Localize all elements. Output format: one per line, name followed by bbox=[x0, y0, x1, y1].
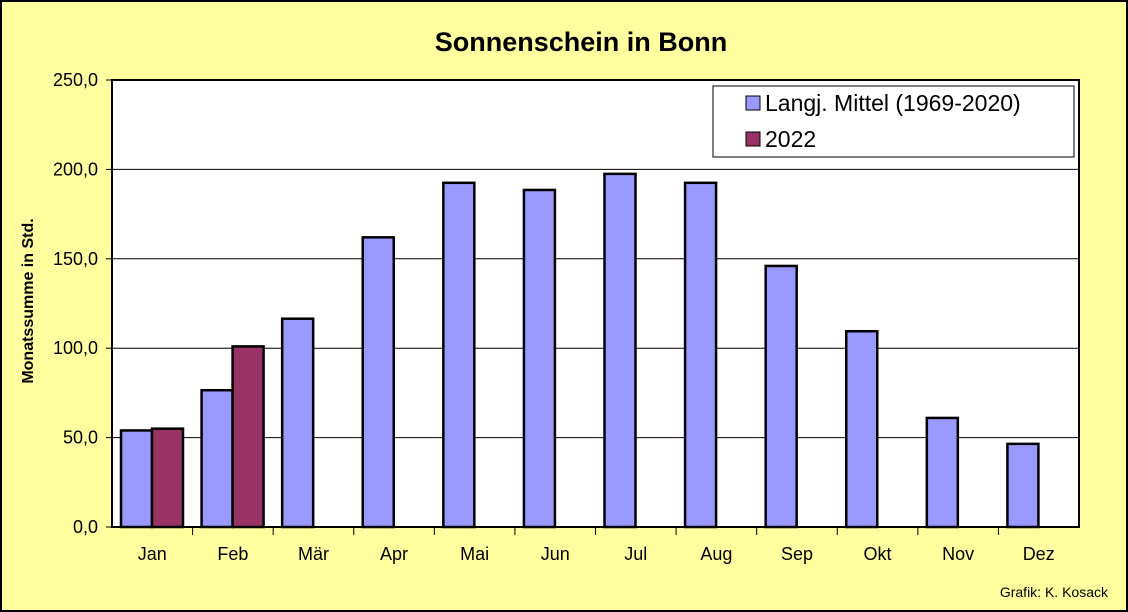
bar-mittel-Dez bbox=[1006, 442, 1040, 529]
legend-swatch-2022 bbox=[745, 131, 761, 147]
bar-mittel-Sep bbox=[764, 264, 798, 529]
bar-s2022-Jan bbox=[150, 427, 185, 529]
bar-mittel-Feb bbox=[200, 388, 234, 529]
bar-mittel-Nov bbox=[925, 416, 960, 529]
y-tick-labels: 0,0 50,0 100,0 150,0 200,0 250,0 bbox=[53, 70, 112, 537]
credit-text: Grafik: K. Kosack bbox=[1000, 584, 1109, 600]
x-tick-label: Mär bbox=[298, 544, 329, 564]
x-tick-label: Feb bbox=[217, 544, 248, 564]
chart-title: Sonnenschein in Bonn bbox=[435, 27, 728, 57]
x-tick-label: Aug bbox=[700, 544, 732, 564]
x-tick-label: Dez bbox=[1023, 544, 1055, 564]
x-tick-label: Okt bbox=[864, 544, 892, 564]
y-tick-label: 50,0 bbox=[63, 428, 98, 448]
x-tick-label: Jul bbox=[624, 544, 647, 564]
legend: Langj. Mittel (1969-2020) 2022 bbox=[712, 85, 1075, 158]
bar-mittel-Aug bbox=[683, 181, 718, 529]
bar-mittel-Jul bbox=[603, 172, 637, 529]
x-tick-label: Nov bbox=[942, 544, 974, 564]
x-tick-label: Jan bbox=[138, 544, 167, 564]
bar-s2022-Feb bbox=[231, 345, 265, 529]
legend-swatch-mittel bbox=[745, 95, 761, 111]
bar-mittel-Jan bbox=[119, 429, 154, 529]
bar-mittel-Jun bbox=[522, 188, 557, 529]
x-tick-label: Jun bbox=[541, 544, 570, 564]
bar-mittel-Okt bbox=[845, 329, 879, 529]
y-axis-label: Monatssumme in Std. bbox=[20, 218, 37, 383]
y-tick-label: 200,0 bbox=[53, 159, 98, 179]
x-tick-labels: Jan Feb Mär Apr Mai Jun Jul Aug Sep Okt Nov Dez bbox=[138, 527, 1055, 564]
y-tick-label: 250,0 bbox=[53, 70, 98, 90]
y-tick-label: 100,0 bbox=[53, 338, 98, 358]
gridlines bbox=[112, 168, 1079, 439]
bar-mittel-Mai bbox=[442, 181, 476, 529]
bar-mittel-Apr bbox=[361, 236, 395, 529]
y-tick-label: 150,0 bbox=[53, 249, 98, 269]
bar-mittel-Mär bbox=[280, 317, 315, 529]
legend-label-mittel: Langj. Mittel (1969-2020) bbox=[765, 90, 1021, 116]
plot-border bbox=[111, 79, 1080, 528]
legend-label-2022: 2022 bbox=[765, 126, 816, 152]
legend-box bbox=[712, 85, 1075, 158]
y-tick-label: 0,0 bbox=[73, 517, 98, 537]
x-tick-label: Mai bbox=[460, 544, 489, 564]
x-tick-label: Sep bbox=[781, 544, 813, 564]
x-tick-label: Apr bbox=[380, 544, 408, 564]
